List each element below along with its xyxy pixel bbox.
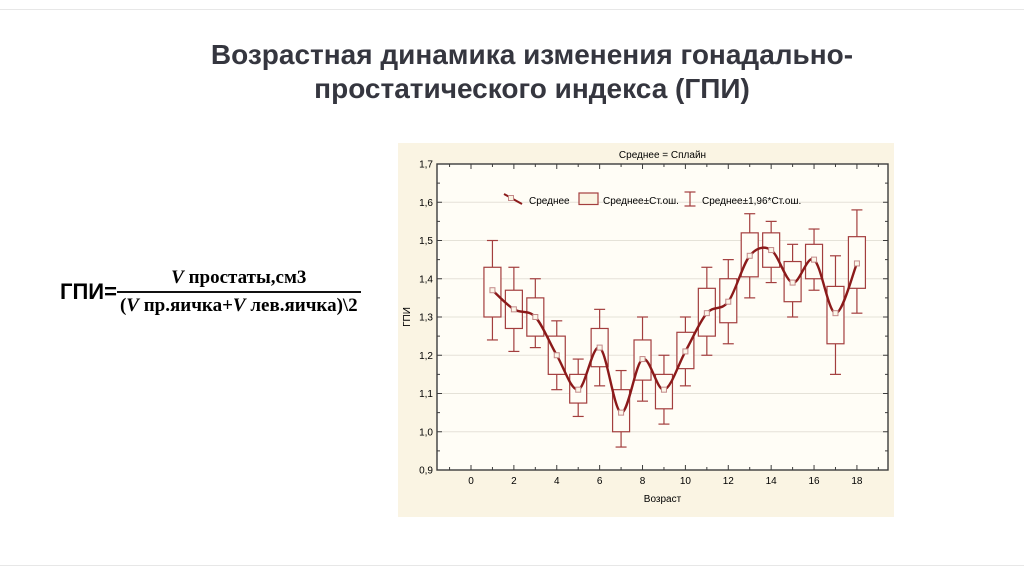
formula-den-open: ( bbox=[119, 295, 127, 316]
mean-marker-age-2 bbox=[510, 306, 517, 313]
mean-marker-age-13 bbox=[746, 252, 753, 259]
mean-marker-age-14 bbox=[768, 247, 775, 254]
x-tick-label: 6 bbox=[597, 476, 603, 487]
legend-label-mean: Среднее bbox=[529, 196, 570, 207]
formula-den-rest: лев.яичка)\2 bbox=[245, 295, 358, 316]
legend-box-symbol bbox=[578, 192, 599, 206]
mean-marker-age-9 bbox=[660, 386, 667, 393]
top-divider-line bbox=[0, 9, 1024, 10]
mean-marker-age-16 bbox=[811, 256, 818, 263]
chart-panel: Среднее = Сплайн 0 2 4 6 8 10 12 14 16 18 1,7 1,6 1,5… bbox=[398, 143, 894, 517]
mean-marker-age-17 bbox=[832, 310, 839, 317]
legend-label-ci: Среднее±1,96*Ст.ош. bbox=[702, 196, 801, 207]
x-tick-label: 14 bbox=[766, 476, 778, 487]
mean-marker-age-6 bbox=[596, 344, 603, 351]
x-tick-label: 4 bbox=[554, 476, 560, 487]
x-tick-label: 10 bbox=[680, 476, 692, 487]
y-tick-label: 1,4 bbox=[419, 274, 433, 285]
mean-marker-age-5 bbox=[575, 386, 582, 393]
y-tick-label: 0,9 bbox=[419, 466, 433, 477]
mean-marker-age-10 bbox=[682, 348, 689, 355]
y-tick-label: 1,6 bbox=[419, 198, 433, 209]
y-tick-label: 1,2 bbox=[419, 351, 433, 362]
chart-svg: Среднее = Сплайн 0 2 4 6 8 10 12 14 16 18 1,7 1,6 1,5… bbox=[398, 143, 894, 517]
slide-title-line-2: простатического индекса (ГПИ) bbox=[314, 73, 750, 104]
plot-frame bbox=[436, 163, 889, 471]
x-tick-label: 0 bbox=[468, 476, 474, 487]
formula-fraction: V простаты,см3 (V пр.яичка+V лев.яичка)\2 bbox=[116, 266, 361, 318]
legend-mean-marker-symbol bbox=[508, 195, 514, 201]
x-tick-label: 2 bbox=[511, 476, 517, 487]
mean-marker-age-12 bbox=[725, 298, 732, 305]
x-tick-label: 16 bbox=[808, 476, 820, 487]
y-tick-label: 1,0 bbox=[419, 427, 433, 438]
gpi-formula: ГПИ= V простаты,см3 (V пр.яичка+V лев.яичк… bbox=[60, 266, 361, 318]
x-axis-label: Возраст bbox=[644, 494, 682, 505]
mean-marker-age-8 bbox=[639, 356, 646, 363]
formula-numerator-text: простаты,см3 bbox=[183, 267, 307, 288]
bottom-divider-line bbox=[0, 565, 1024, 566]
legend-label-se: Среднее±Ст.ош. bbox=[603, 196, 679, 207]
slide-title: Возрастная динамика изменения гонадально… bbox=[20, 38, 1024, 106]
x-tick-label: 18 bbox=[851, 476, 863, 487]
y-tick-label: 1,5 bbox=[419, 236, 433, 247]
mean-marker-age-3 bbox=[532, 314, 539, 320]
x-tick-label: 8 bbox=[640, 476, 646, 487]
formula-denominator: (V пр.яичка+V лев.яичка)\2 bbox=[117, 293, 361, 318]
formula-numerator: V простаты,см3 bbox=[116, 266, 361, 293]
volume-symbol: V bbox=[171, 267, 184, 288]
y-axis-label: ГПИ bbox=[402, 307, 413, 327]
slide-title-line-1: Возрастная динамика изменения гонадально… bbox=[210, 39, 854, 70]
mean-marker-age-4 bbox=[553, 352, 560, 359]
mean-marker-age-11 bbox=[703, 310, 710, 317]
x-tick-label: 12 bbox=[723, 476, 735, 487]
chart-title: Среднее = Сплайн bbox=[619, 150, 706, 161]
formula-lhs: ГПИ= bbox=[60, 279, 117, 304]
mean-marker-age-7 bbox=[618, 409, 625, 416]
y-tick-label: 1,3 bbox=[419, 313, 433, 324]
formula-den-mid: пр.яичка+ bbox=[138, 295, 233, 316]
mean-marker-age-15 bbox=[789, 279, 796, 286]
y-tick-label: 1,7 bbox=[419, 160, 433, 171]
mean-marker-age-18 bbox=[853, 260, 860, 267]
mean-marker-age-1 bbox=[489, 287, 496, 294]
volume-symbol: V bbox=[126, 295, 139, 316]
y-tick-label: 1,1 bbox=[419, 389, 433, 400]
volume-symbol: V bbox=[232, 295, 246, 316]
